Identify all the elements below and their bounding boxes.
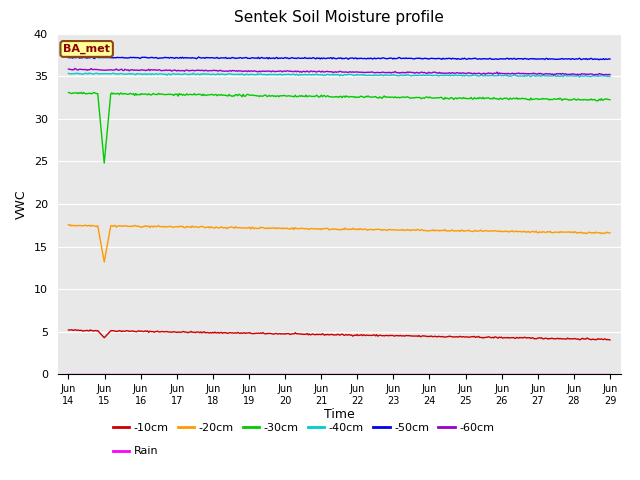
Title: Sentek Soil Moisture profile: Sentek Soil Moisture profile xyxy=(234,11,444,25)
Y-axis label: VWC: VWC xyxy=(15,189,28,219)
Text: BA_met: BA_met xyxy=(63,44,110,54)
Legend: Rain: Rain xyxy=(108,442,163,461)
X-axis label: Time: Time xyxy=(324,408,355,421)
